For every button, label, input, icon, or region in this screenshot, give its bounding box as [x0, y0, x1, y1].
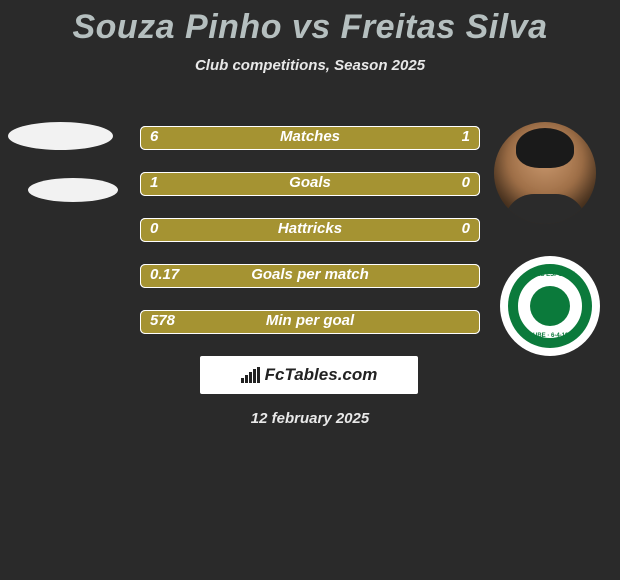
- stat-label: Hattricks: [140, 220, 480, 237]
- stat-label: Goals per match: [140, 266, 480, 283]
- brand-badge: FcTables.com: [200, 356, 418, 394]
- stat-row: 578Min per goal: [140, 310, 480, 334]
- right-club-logo-ring: GOIAS ESPORTE CLUBE · 6-4-1943: [508, 264, 592, 348]
- page-subtitle: Club competitions, Season 2025: [0, 57, 620, 74]
- logo-ring-top: GOIAS ESPORTE: [525, 272, 575, 278]
- left-player-avatar: [8, 122, 113, 150]
- stat-label: Min per goal: [140, 312, 480, 329]
- right-club-logo-text: GOIAS ESPORTE CLUBE · 6-4-1943: [518, 274, 582, 338]
- stat-row: 1Goals0: [140, 172, 480, 196]
- left-player-avatar-group: [8, 122, 118, 202]
- chart-icon: [241, 367, 261, 383]
- date-line: 12 february 2025: [0, 410, 620, 427]
- stat-label: Goals: [140, 174, 480, 191]
- stat-row: 6Matches1: [140, 126, 480, 150]
- stat-row: 0.17Goals per match: [140, 264, 480, 288]
- stat-row: 0Hattricks0: [140, 218, 480, 242]
- right-club-logo: GOIAS ESPORTE CLUBE · 6-4-1943: [500, 256, 600, 356]
- logo-ring-bottom: CLUBE · 6-4-1943: [525, 333, 575, 339]
- brand-text: FcTables.com: [265, 365, 378, 385]
- stat-right-value: 0: [462, 220, 470, 237]
- stat-right-value: 1: [462, 128, 470, 145]
- left-club-avatar: [28, 178, 118, 202]
- stats-table: 6Matches11Goals00Hattricks00.17Goals per…: [140, 126, 480, 356]
- page-title: Souza Pinho vs Freitas Silva: [0, 0, 620, 47]
- stat-label: Matches: [140, 128, 480, 145]
- right-player-avatar: [494, 122, 596, 224]
- stat-right-value: 0: [462, 174, 470, 191]
